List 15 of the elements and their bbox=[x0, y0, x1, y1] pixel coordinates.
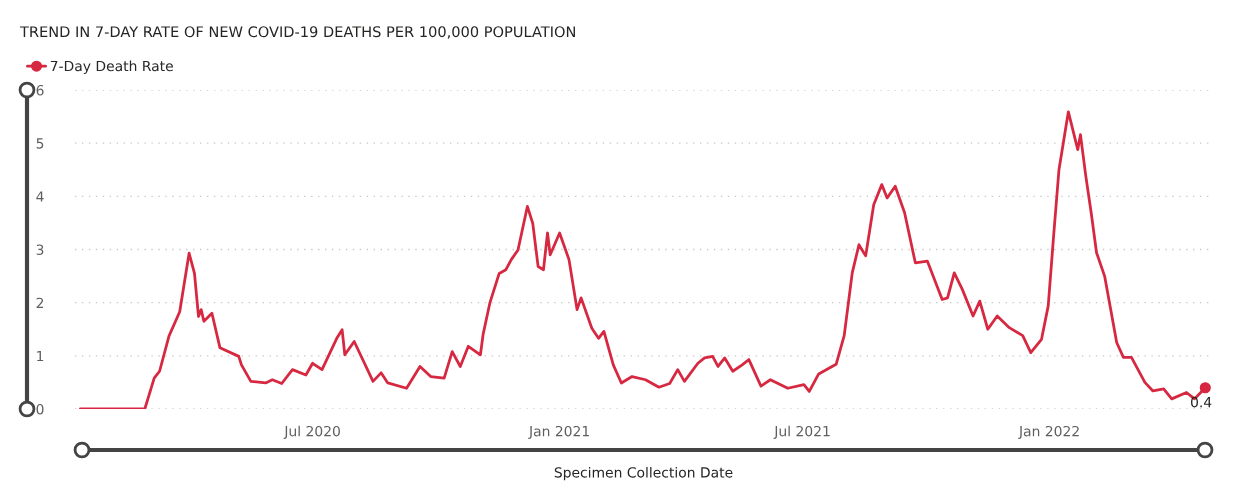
chart-title: TREND IN 7-DAY RATE OF NEW COVID-19 DEATHS PER 100,000 POPULATION bbox=[19, 26, 575, 39]
annotation: 0.4 bbox=[1190, 396, 1212, 408]
y-tick-label: 2 bbox=[36, 297, 44, 308]
y-tick-label: 5 bbox=[36, 138, 44, 149]
y-tick-label: 1 bbox=[37, 350, 44, 362]
x-axis-title: Specimen Collection Date bbox=[554, 466, 733, 481]
legend-label: 7-Day Death Rate bbox=[50, 60, 173, 74]
x-tick-label: Jan 2021 bbox=[528, 425, 589, 439]
y-tick-label: 3 bbox=[36, 244, 44, 255]
x-tick-label: Jul 2020 bbox=[283, 425, 340, 439]
x-tick-label: Jan 2022 bbox=[1018, 425, 1079, 439]
y-tick-label: 4 bbox=[36, 191, 44, 202]
y-tick-label: 0 bbox=[36, 403, 44, 415]
x-tick-label: Jul 2021 bbox=[773, 425, 830, 439]
y-tick-label: 6 bbox=[36, 84, 44, 96]
